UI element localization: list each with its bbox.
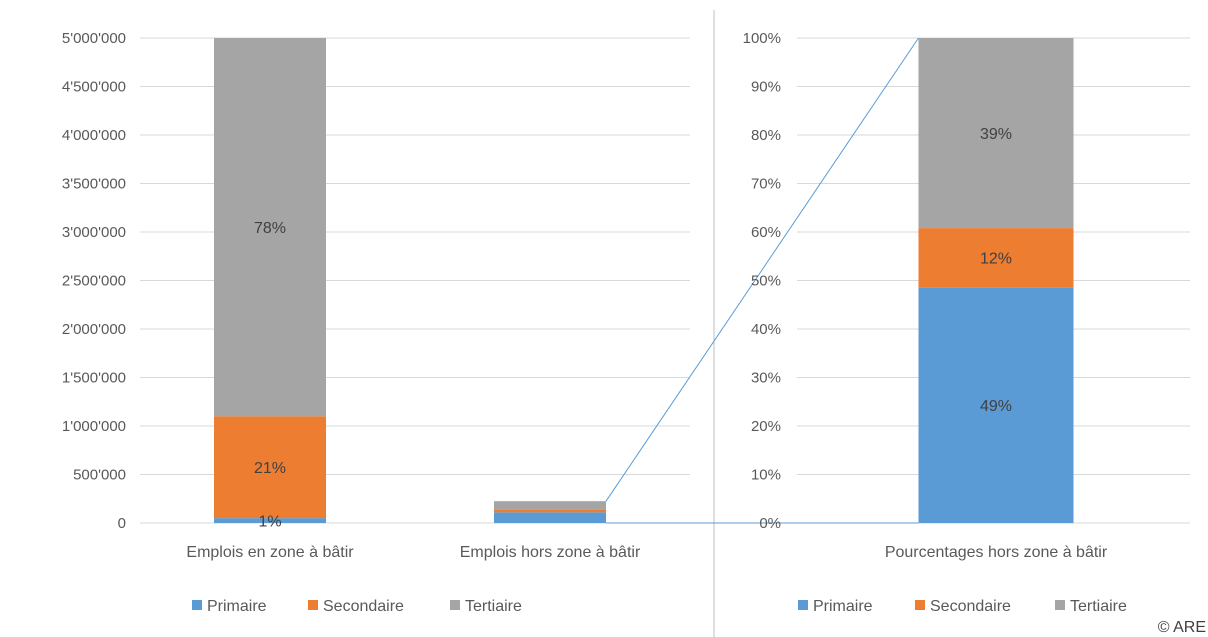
y-tick-label-left-0: 0 bbox=[118, 515, 126, 532]
y-tick-label-right-10: 100% bbox=[743, 30, 781, 47]
bar-left-1-secondaire bbox=[494, 509, 606, 513]
bar-left-1-tertiaire bbox=[494, 501, 606, 510]
bar-left-1-primaire bbox=[494, 512, 606, 523]
y-tick-label-left-5: 2'500'000 bbox=[62, 273, 126, 290]
category-label-right-0: Pourcentages hors zone à bâtir bbox=[885, 544, 1108, 561]
y-tick-label-left-4: 2'000'000 bbox=[62, 321, 126, 338]
legend-swatch-left-primaire bbox=[192, 600, 202, 610]
data-label-left-0-primaire: 1% bbox=[258, 514, 281, 531]
legend-label-left-primaire: Primaire bbox=[207, 598, 267, 615]
legend-label-right-tertiaire: Tertiaire bbox=[1070, 598, 1127, 615]
y-tick-label-right-4: 40% bbox=[751, 321, 781, 338]
legend-label-left-tertiaire: Tertiaire bbox=[465, 598, 522, 615]
data-label-right-0-tertiaire: 39% bbox=[980, 126, 1012, 143]
y-tick-label-left-1: 500'000 bbox=[73, 467, 126, 484]
data-label-left-0-tertiaire: 78% bbox=[254, 220, 286, 237]
data-label-right-0-secondaire: 12% bbox=[980, 251, 1012, 268]
y-tick-label-right-2: 20% bbox=[751, 418, 781, 435]
legend-label-left-secondaire: Secondaire bbox=[323, 598, 404, 615]
y-tick-label-left-9: 4'500'000 bbox=[62, 79, 126, 96]
data-label-left-0-secondaire: 21% bbox=[254, 460, 286, 477]
category-label-left-0: Emplois en zone à bâtir bbox=[186, 544, 354, 561]
y-tick-label-left-8: 4'000'000 bbox=[62, 127, 126, 144]
y-tick-label-right-6: 60% bbox=[751, 224, 781, 241]
data-label-right-0-primaire: 49% bbox=[980, 398, 1012, 415]
y-tick-label-left-10: 5'000'000 bbox=[62, 30, 126, 47]
bar-left-0-secondaire bbox=[214, 416, 326, 519]
bar-right-0-secondaire bbox=[918, 228, 1074, 288]
legend-swatch-right-tertiaire bbox=[1055, 600, 1065, 610]
bar-left-0-tertiaire bbox=[214, 38, 326, 417]
y-tick-label-right-5: 50% bbox=[751, 273, 781, 290]
y-tick-label-right-0: 0% bbox=[759, 515, 781, 532]
y-tick-label-right-1: 10% bbox=[751, 467, 781, 484]
legend-swatch-left-secondaire bbox=[308, 600, 318, 610]
category-label-left-1: Emplois hors zone à bâtir bbox=[460, 544, 641, 561]
connector-line-top bbox=[605, 37, 919, 502]
y-tick-label-right-3: 30% bbox=[751, 370, 781, 387]
legend-swatch-right-secondaire bbox=[915, 600, 925, 610]
y-tick-label-right-8: 80% bbox=[751, 127, 781, 144]
y-tick-label-left-6: 3'000'000 bbox=[62, 224, 126, 241]
y-tick-label-left-7: 3'500'000 bbox=[62, 176, 126, 193]
y-tick-label-right-7: 70% bbox=[751, 176, 781, 193]
bar-right-0-primaire bbox=[918, 287, 1074, 523]
legend-label-right-primaire: Primaire bbox=[813, 598, 873, 615]
y-tick-label-left-2: 1'000'000 bbox=[62, 418, 126, 435]
legend-swatch-left-tertiaire bbox=[450, 600, 460, 610]
y-tick-label-right-9: 90% bbox=[751, 79, 781, 96]
bar-right-0-tertiaire bbox=[918, 38, 1074, 229]
y-tick-label-left-3: 1'500'000 bbox=[62, 370, 126, 387]
bar-left-0-primaire bbox=[214, 518, 326, 523]
legend-swatch-right-primaire bbox=[798, 600, 808, 610]
copyright-label: © ARE bbox=[1158, 619, 1206, 636]
legend-label-right-secondaire: Secondaire bbox=[930, 598, 1011, 615]
